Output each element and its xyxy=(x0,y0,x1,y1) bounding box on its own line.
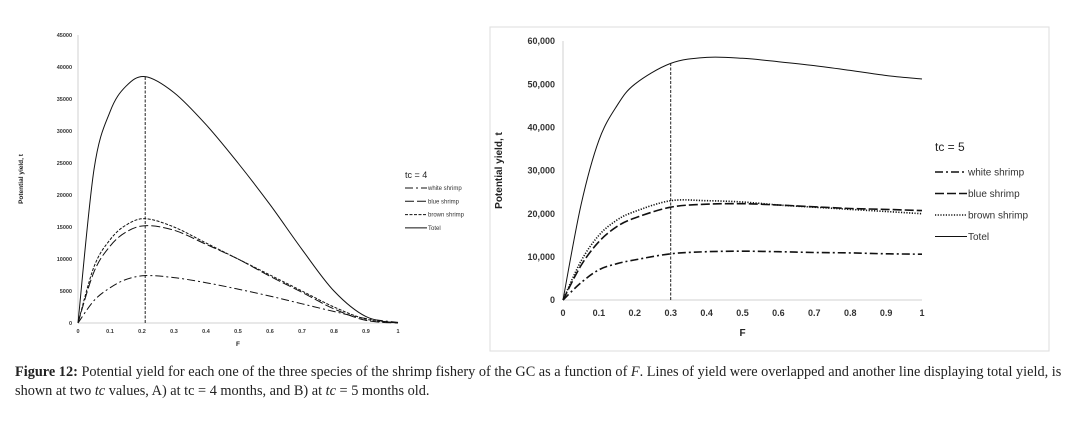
series-line-totel xyxy=(77,75,399,324)
series-line-white-shrimp xyxy=(562,250,923,301)
x-tick-label: 0.6 xyxy=(266,329,274,335)
caption-text: tc xyxy=(94,383,106,399)
legend-title: tc = 5 xyxy=(935,140,965,154)
x-tick-label: 1 xyxy=(396,329,399,335)
x-tick-label: 0.6 xyxy=(772,308,785,318)
x-tick-label: 0 xyxy=(76,329,79,335)
y-tick-label: 0 xyxy=(550,295,555,305)
x-tick-label: 0.7 xyxy=(298,329,306,335)
y-axis-label: Potential yield, t xyxy=(494,131,505,208)
caption-text: tc xyxy=(325,383,336,399)
caption-text: = 5 months old. xyxy=(335,383,430,399)
x-tick-label: 0.1 xyxy=(106,329,114,335)
y-tick-label: 20000 xyxy=(57,193,72,199)
series-line-totel xyxy=(562,56,923,301)
x-tick-label: 0.5 xyxy=(234,329,242,335)
y-tick-label: 30000 xyxy=(57,129,72,135)
x-tick-label: 0.5 xyxy=(736,308,749,318)
x-tick-label: 0.7 xyxy=(808,308,821,318)
y-tick-label: 0 xyxy=(69,321,72,327)
x-tick-label: 0 xyxy=(560,308,565,318)
series-line-brown-shrimp xyxy=(562,199,923,301)
chart-b-border xyxy=(489,26,1050,352)
x-tick-label: 0.8 xyxy=(330,329,338,335)
x-tick-label: 1 xyxy=(919,308,924,318)
y-tick-label: 15000 xyxy=(57,225,72,231)
y-axis-label: Potential yield, t xyxy=(18,153,25,204)
caption-text: . Lines of yield were overlapped and ano… xyxy=(15,364,1062,399)
y-tick-label: 20,000 xyxy=(527,209,555,219)
y-tick-label: 50,000 xyxy=(527,79,555,89)
caption-text: Potential yield for each one of the thre… xyxy=(77,364,631,380)
series-line-white-shrimp xyxy=(77,275,399,324)
legend-label: Totel xyxy=(428,226,441,232)
y-tick-label: 40,000 xyxy=(527,122,555,132)
caption-label: Figure 12: xyxy=(15,364,78,380)
x-tick-label: 0.2 xyxy=(138,329,146,335)
y-tick-label: 45000 xyxy=(57,33,72,39)
caption-text: values, A) at tc = 4 months, and B) at xyxy=(105,383,326,399)
series-line-blue-shrimp xyxy=(562,202,923,301)
legend-label: white shrimp xyxy=(967,168,1025,179)
legend-label: white shrimp xyxy=(427,186,462,192)
series-line-brown-shrimp xyxy=(77,218,399,324)
x-tick-label: 0.9 xyxy=(362,329,370,335)
legend-label: brown shrimp xyxy=(968,211,1028,222)
x-tick-label: 0.9 xyxy=(880,308,893,318)
y-tick-label: 35000 xyxy=(57,97,72,103)
x-tick-label: 0.8 xyxy=(844,308,857,318)
y-tick-label: 5000 xyxy=(60,289,72,295)
x-axis-label: F xyxy=(739,328,745,339)
x-tick-label: 0.2 xyxy=(629,308,642,318)
y-tick-label: 30,000 xyxy=(527,166,555,176)
y-tick-label: 25000 xyxy=(57,161,72,167)
x-tick-label: 0.1 xyxy=(593,308,606,318)
legend-label: blue shrimp xyxy=(968,189,1020,200)
x-tick-label: 0.3 xyxy=(170,329,178,335)
legend-label: Totel xyxy=(968,232,989,243)
x-tick-label: 0.3 xyxy=(664,308,677,318)
y-tick-label: 60,000 xyxy=(527,36,555,46)
chart-a: 0 5000 10000 15000 20000 25000 30000 35000 40000… xyxy=(18,33,465,348)
series-line-blue-shrimp xyxy=(77,225,399,324)
x-tick-label: 0.4 xyxy=(202,329,211,335)
legend-title: tc = 4 xyxy=(405,170,427,180)
chart-b: 0 10,000 20,000 30,000 40,000 50,000 60,000 0 0.… xyxy=(494,36,1028,339)
figure-caption: Figure 12: Potential yield for each one … xyxy=(15,363,1065,401)
y-tick-label: 10000 xyxy=(57,257,72,263)
x-axis-label: F xyxy=(236,341,240,348)
y-tick-label: 40000 xyxy=(57,65,72,71)
caption-text: F xyxy=(630,364,640,380)
x-tick-label: 0.4 xyxy=(700,308,713,318)
y-tick-label: 10,000 xyxy=(527,252,555,262)
legend-label: blue shrimp xyxy=(428,199,460,205)
legend-label: brown shrimp xyxy=(428,213,465,219)
